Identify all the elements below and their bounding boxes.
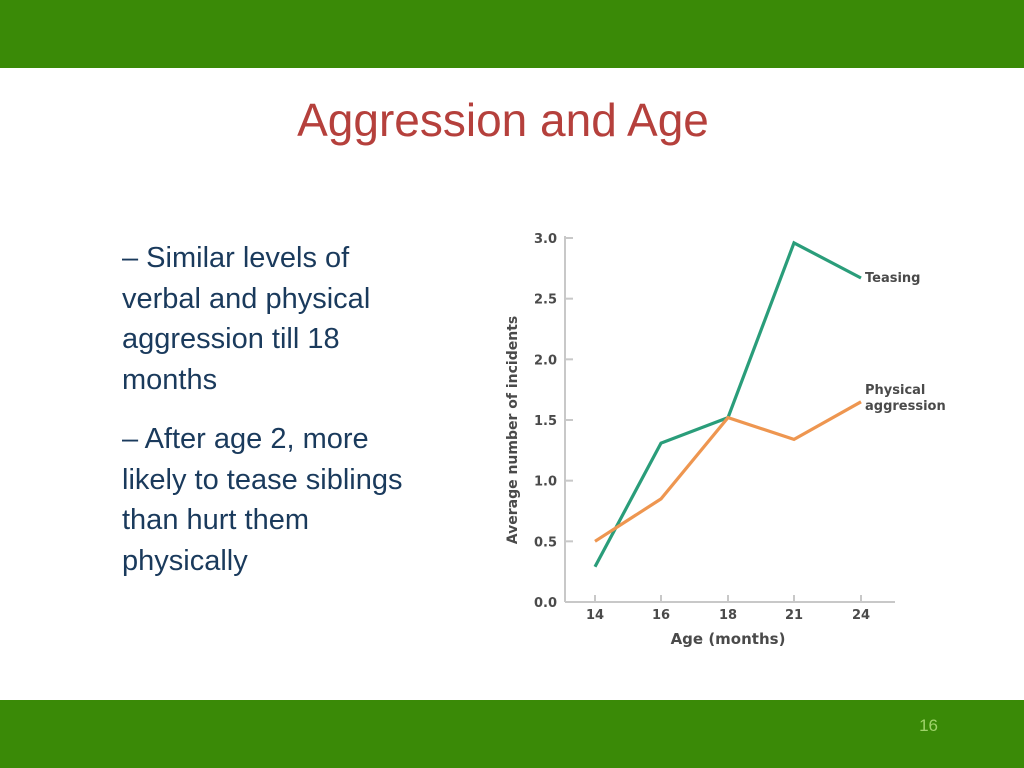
slide-number: 16 bbox=[919, 716, 938, 735]
y-axis-title: Average number of incidents bbox=[505, 316, 521, 544]
physical-aggression-series-line bbox=[594, 400, 862, 543]
y-tick-label: 0.0 bbox=[534, 596, 557, 611]
bottom-banner: 16 bbox=[0, 700, 1024, 768]
bullet-list: – Similar levels of verbal and physical … bbox=[122, 238, 432, 600]
physical-aggression-label-line1: Physical bbox=[865, 383, 925, 398]
physical-aggression-label-line2: aggression bbox=[865, 399, 946, 414]
y-tick-label: 3.0 bbox=[534, 232, 557, 247]
chart-svg: 0.0 0.5 1.0 1.5 2.0 2.5 3.0 14 16 18 21 24 Age (mont… bbox=[505, 232, 946, 648]
x-axis-title: Age (months) bbox=[671, 630, 786, 648]
teasing-series-line bbox=[593, 240, 862, 568]
x-tick-label: 24 bbox=[852, 608, 870, 623]
bullet-item: – Similar levels of verbal and physical … bbox=[122, 242, 371, 396]
line-chart: 0.0 0.5 1.0 1.5 2.0 2.5 3.0 14 16 18 21 24 Age (mont… bbox=[500, 222, 960, 652]
x-tick-label: 14 bbox=[586, 608, 604, 623]
top-banner bbox=[0, 0, 1024, 68]
x-tick-label: 21 bbox=[785, 608, 803, 623]
y-tick-label: 1.5 bbox=[534, 414, 557, 429]
y-tick-label: 1.0 bbox=[534, 475, 557, 490]
y-tick-label: 2.0 bbox=[534, 353, 557, 368]
bullet-item: – After age 2, more likely to tease sibl… bbox=[122, 423, 403, 577]
y-tick-label: 0.5 bbox=[534, 535, 557, 550]
x-tick-label: 18 bbox=[719, 608, 737, 623]
x-tick-label: 16 bbox=[652, 608, 670, 623]
y-tick-label: 2.5 bbox=[534, 293, 557, 308]
slide-title: Aggression and Age bbox=[297, 94, 709, 146]
teasing-series-label: Teasing bbox=[865, 271, 921, 286]
